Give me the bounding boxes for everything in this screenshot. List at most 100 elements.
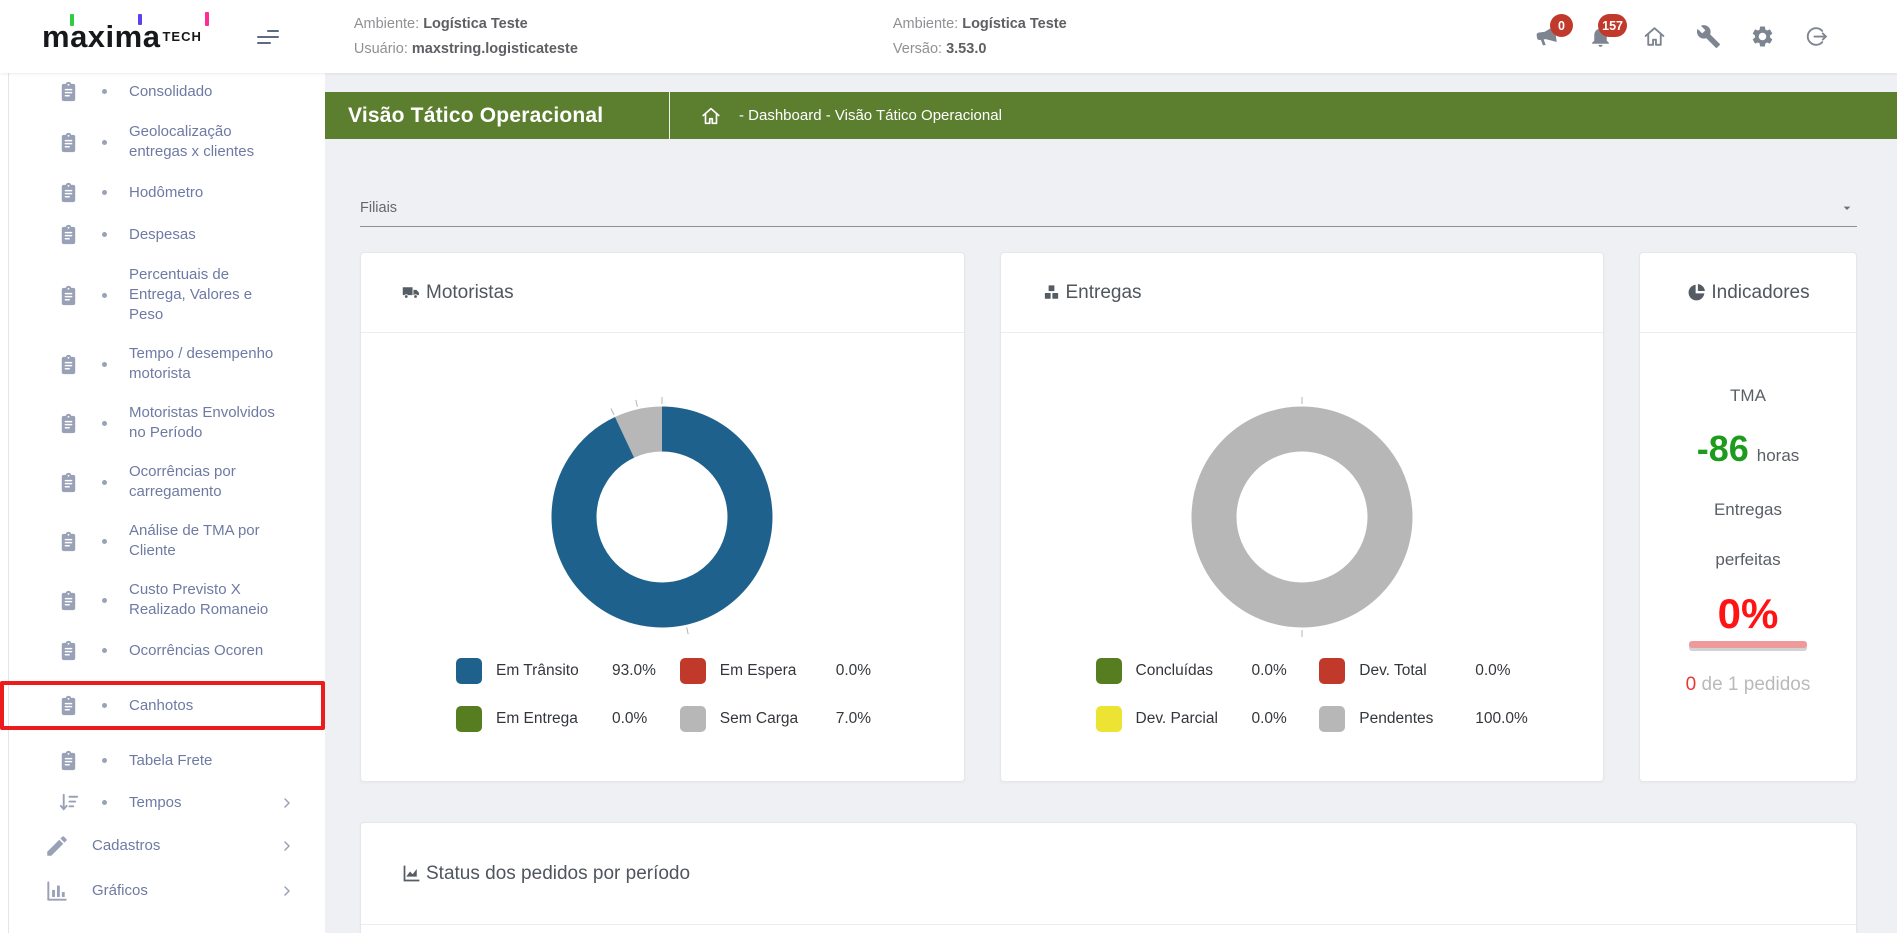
bullet-icon bbox=[80, 421, 129, 426]
sidebar-item-motoristas-envolvidos-no-periodo[interactable]: Motoristas Envolvidos no Período bbox=[0, 403, 325, 443]
legend-item-dev-total: Dev. Total0.0% bbox=[1319, 658, 1543, 684]
sidebar-item-cadastros[interactable]: Cadastros bbox=[0, 833, 325, 859]
bullet-icon bbox=[80, 362, 129, 367]
sidebar-item-label: Canhotos bbox=[129, 696, 193, 716]
clipboard-icon bbox=[57, 223, 80, 246]
legend-value: 100.0% bbox=[1475, 710, 1528, 728]
sidebar-item-percentuais-de-entrega-valores-e-peso[interactable]: Percentuais de Entrega, Valores e Peso bbox=[0, 265, 325, 325]
chevron-right-icon bbox=[279, 838, 295, 854]
pedidos-summary: 0 de 1 pedidos bbox=[1686, 674, 1811, 696]
motoristas-donut-chart bbox=[540, 395, 784, 639]
sidebar-item-tabela-frete[interactable]: Tabela Frete bbox=[0, 749, 325, 772]
pencil-icon bbox=[44, 833, 70, 859]
sidebar-item-ocorrencias-por-carregamento[interactable]: Ocorrências por carregamento bbox=[0, 462, 325, 502]
legend-value: 93.0% bbox=[612, 662, 656, 680]
bullet-icon bbox=[80, 648, 129, 653]
wrench-icon[interactable] bbox=[1696, 24, 1721, 49]
legend-swatch bbox=[680, 706, 706, 732]
bullet-icon bbox=[80, 598, 129, 603]
ambiente-value: Logística Teste bbox=[423, 16, 527, 32]
bullet-icon bbox=[80, 480, 129, 485]
logout-icon[interactable] bbox=[1804, 24, 1829, 49]
title-separator bbox=[669, 92, 670, 139]
sidebar-item-label: Cadastros bbox=[92, 836, 160, 856]
sort-icon bbox=[57, 791, 80, 814]
sidebar-item-label: Tabela Frete bbox=[129, 751, 212, 771]
bell-icon[interactable]: 157 bbox=[1588, 24, 1613, 49]
sidebar-item-consolidado[interactable]: Consolidado bbox=[0, 80, 325, 103]
legend-label: Concluídas bbox=[1136, 662, 1252, 680]
clipboard-icon bbox=[57, 181, 80, 204]
tma-value-row: -86 horas bbox=[1697, 428, 1800, 470]
logo-tick-indigo bbox=[138, 14, 142, 25]
sidebar-item-tempos[interactable]: Tempos bbox=[0, 791, 325, 814]
bullet-icon bbox=[80, 703, 129, 708]
legend-swatch bbox=[680, 658, 706, 684]
entregas-legend: Concluídas0.0%Dev. Total0.0%Dev. Parcial… bbox=[1096, 658, 1544, 732]
gear-icon[interactable] bbox=[1750, 24, 1775, 49]
card-title: Entregas bbox=[1066, 282, 1142, 304]
versao-label: Versão: bbox=[893, 41, 942, 57]
legend-swatch bbox=[456, 706, 482, 732]
logo-brand: maxima bbox=[42, 20, 160, 54]
sidebar-item-label: Ocorrências Ocoren bbox=[129, 641, 263, 661]
boxes-icon bbox=[1041, 282, 1062, 303]
pedidos-rest: de 1 pedidos bbox=[1696, 674, 1810, 695]
logo[interactable]: maxima TECH bbox=[42, 20, 202, 54]
clipboard-icon bbox=[57, 639, 80, 662]
pedidos-count: 0 bbox=[1686, 674, 1697, 695]
sidebar-item-label: Ocorrências por carregamento bbox=[129, 462, 281, 502]
motoristas-card: Motoristas Em Trânsito93.0%Em Espera0.0%… bbox=[360, 252, 965, 782]
sidebar-item-geolocalizacao-entregas-x-clientes[interactable]: Geolocalização entregas x clientes bbox=[0, 122, 325, 162]
card-title: Status dos pedidos por período bbox=[426, 863, 690, 885]
legend-swatch bbox=[456, 658, 482, 684]
legend-item-pendentes: Pendentes100.0% bbox=[1319, 706, 1543, 732]
legend-label: Pendentes bbox=[1359, 710, 1475, 728]
legend-swatch bbox=[1319, 706, 1345, 732]
legend-label: Em Entrega bbox=[496, 710, 612, 728]
clipboard-icon bbox=[57, 284, 80, 307]
status-pedidos-card: Status dos pedidos por período bbox=[360, 822, 1857, 933]
sidebar-item-hodometro[interactable]: Hodômetro bbox=[0, 181, 325, 204]
notification-badge: 157 bbox=[1598, 14, 1627, 37]
tma-unit: horas bbox=[1757, 446, 1800, 466]
legend-item-concluidas: Concluídas0.0% bbox=[1096, 658, 1320, 684]
home-icon[interactable] bbox=[1642, 24, 1667, 49]
sidebar-item-despesas[interactable]: Despesas bbox=[0, 223, 325, 246]
motoristas-legend: Em Trânsito93.0%Em Espera0.0%Em Entrega0… bbox=[456, 658, 904, 732]
sidebar-item-tempo-desempenho-motorista[interactable]: Tempo / desempenho motorista bbox=[0, 344, 325, 384]
clipboard-icon bbox=[57, 353, 80, 376]
entregas-perfeitas-line1: Entregas bbox=[1714, 500, 1782, 520]
usuario-value: maxstring.logisticateste bbox=[412, 41, 578, 57]
bullet-icon bbox=[80, 140, 129, 145]
sidebar-item-graficos[interactable]: Gráficos bbox=[0, 878, 325, 904]
sidebar-item-canhotos[interactable]: Canhotos bbox=[0, 681, 325, 730]
entregas-perfeitas-line2: perfeitas bbox=[1715, 550, 1780, 570]
legend-value: 0.0% bbox=[1475, 662, 1510, 680]
clipboard-icon bbox=[57, 80, 80, 103]
breadcrumb-home-icon[interactable] bbox=[700, 105, 722, 127]
legend-value: 0.0% bbox=[612, 710, 647, 728]
main-area: Visão Tático Operacional - Dashboard - V… bbox=[325, 73, 1897, 933]
entregas-donut-wrap bbox=[1001, 395, 1604, 639]
indicadores-body: TMA -86 horas Entregas perfeitas 0% 0 de… bbox=[1640, 333, 1856, 696]
tma-value: -86 bbox=[1697, 428, 1749, 470]
env-info-right: Ambiente: Logística Teste Versão: 3.53.0 bbox=[893, 12, 1067, 62]
filiais-select[interactable]: Filiais bbox=[360, 200, 1857, 227]
ambiente-label: Ambiente: bbox=[354, 16, 419, 32]
content: Filiais Motoristas Em Trânsito93.0%Em Es… bbox=[325, 200, 1897, 933]
ambiente-label: Ambiente: bbox=[893, 16, 958, 32]
sidebar-item-label: Tempo / desempenho motorista bbox=[129, 344, 281, 384]
sidebar-item-label: Análise de TMA por Cliente bbox=[129, 521, 281, 561]
sidebar-item-ocorrencias-ocoren[interactable]: Ocorrências Ocoren bbox=[0, 639, 325, 662]
notification-badge: 0 bbox=[1550, 14, 1573, 37]
perfect-deliveries-bar bbox=[1689, 641, 1807, 648]
legend-swatch bbox=[1096, 658, 1122, 684]
legend-label: Dev. Total bbox=[1359, 662, 1475, 680]
entregas-card: Entregas Concluídas0.0%Dev. Total0.0%Dev… bbox=[1000, 252, 1605, 782]
legend-label: Em Trânsito bbox=[496, 662, 612, 680]
hamburger-icon[interactable] bbox=[254, 25, 282, 49]
megaphone-icon[interactable]: 0 bbox=[1534, 24, 1559, 49]
sidebar-item-custo-previsto-x-realizado-romaneio[interactable]: Custo Previsto X Realizado Romaneio bbox=[0, 580, 325, 620]
sidebar-item-analise-de-tma-por-cliente[interactable]: Análise de TMA por Cliente bbox=[0, 521, 325, 561]
